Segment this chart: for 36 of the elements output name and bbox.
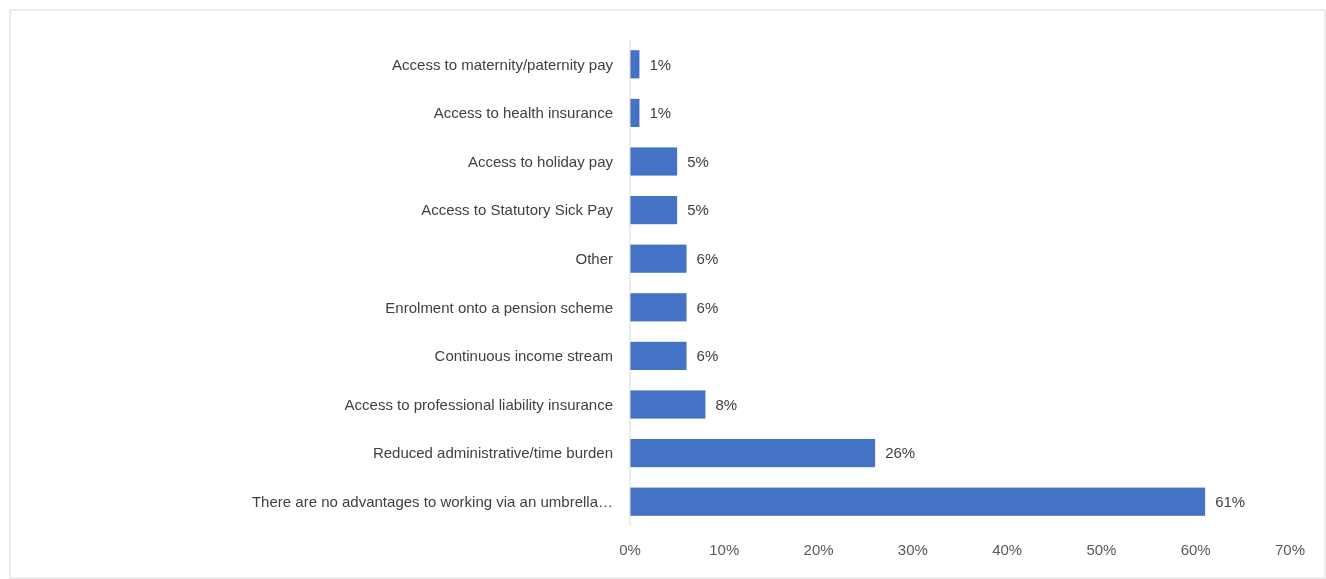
y-tick-label: Access to holiday pay (467, 152, 614, 170)
x-tick-label: 20% (803, 541, 834, 558)
y-tick-label: Enrolment onto a pension scheme (385, 298, 613, 316)
data-label: 26% (885, 444, 916, 462)
y-tick-label: Reduced administrative/time burden (372, 444, 613, 462)
x-tick-label: 30% (897, 541, 928, 558)
x-tick-label: 50% (1086, 541, 1117, 558)
y-tick-label: Other (575, 249, 613, 267)
y-tick-label: Access to health insurance (433, 104, 613, 122)
data-label: 5% (687, 152, 709, 170)
bar (630, 244, 687, 273)
data-label: 6% (696, 347, 719, 365)
bar (630, 147, 678, 176)
data-label: 6% (696, 298, 719, 316)
x-tick-label: 10% (709, 541, 740, 558)
x-tick-label: 0% (619, 541, 641, 558)
y-tick-label: There are no advantages to working via an umbrella… (251, 492, 613, 510)
data-label: 1% (649, 55, 672, 73)
bar (630, 390, 706, 419)
bar (630, 293, 687, 322)
y-tick-label: Access to Statutory Sick Pay (421, 201, 614, 219)
x-tick-label: 70% (1274, 541, 1306, 558)
data-label: 1% (649, 104, 672, 122)
bar (630, 439, 876, 468)
data-label: 8% (715, 395, 738, 413)
x-tick-label: 40% (992, 541, 1023, 558)
bar (630, 487, 1206, 516)
bar (630, 341, 687, 370)
y-tick-label: Access to professional liability insurance (344, 395, 613, 413)
y-tick-label: Access to maternity/paternity pay (392, 55, 614, 73)
x-tick-label: 60% (1180, 541, 1211, 558)
data-label: 6% (696, 249, 719, 267)
data-label: 61% (1215, 492, 1246, 510)
data-label: 5% (687, 201, 709, 219)
y-tick-label: Continuous income stream (434, 347, 613, 365)
bar (630, 196, 678, 225)
